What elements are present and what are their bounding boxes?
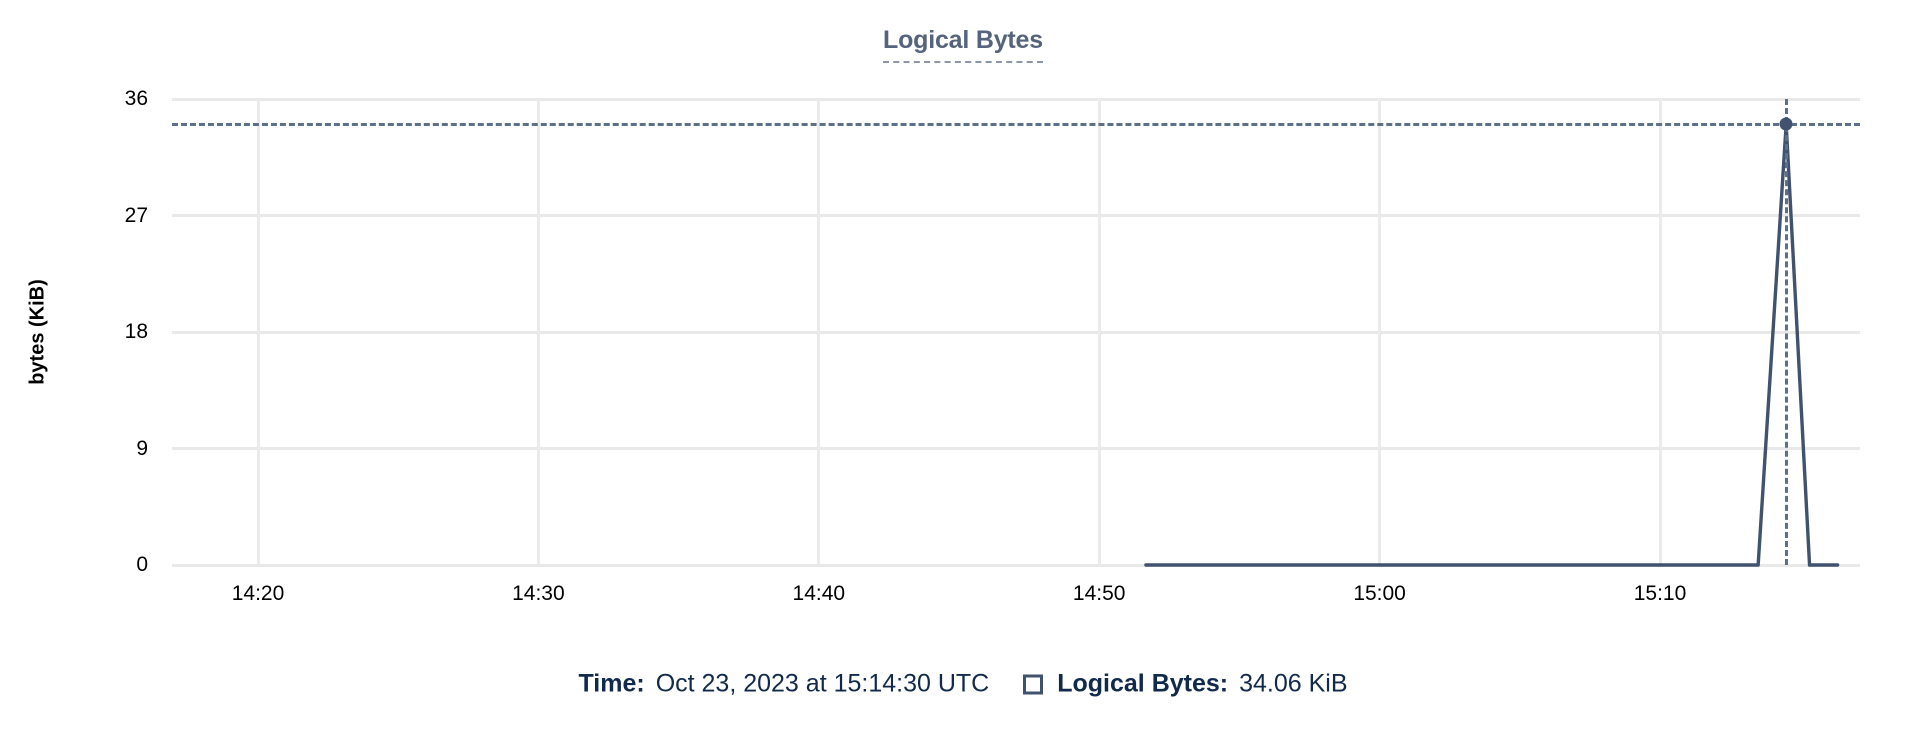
crosshair-horizontal-line (172, 122, 1860, 126)
footer-series-label: Logical Bytes: (1057, 669, 1229, 698)
gridline-horizontal (172, 330, 1860, 334)
legend-swatch-icon[interactable] (1023, 674, 1044, 694)
footer-series-group[interactable]: Logical Bytes: 34.06 KiB (1023, 669, 1348, 699)
gridline-vertical (256, 99, 260, 565)
x-axis-tick-label: 14:40 (792, 582, 846, 605)
footer-time-value: Oct 23, 2023 at 15:14:30 UTC (655, 669, 990, 698)
y-axis-tick-label: 27 (124, 203, 148, 227)
x-axis-tick-label: 14:50 (1072, 582, 1126, 605)
crosshair-vertical-line (1784, 99, 1788, 565)
chart-title: Logical Bytes (0, 26, 1926, 63)
gridline-horizontal (172, 563, 1860, 567)
x-axis-tick-label: 14:20 (231, 582, 285, 605)
gridline-vertical (817, 99, 821, 565)
gridline-horizontal (172, 447, 1860, 450)
y-axis-tick-label: 36 (124, 87, 148, 110)
gridline-horizontal (172, 214, 1860, 217)
hover-point-marker[interactable] (1779, 117, 1793, 131)
x-axis-tick-label: 14:30 (512, 582, 565, 605)
chart-title-text: Logical Bytes (883, 26, 1043, 63)
gridline-horizontal (172, 97, 1860, 101)
gridline-vertical (1378, 99, 1382, 565)
y-axis-tick-label: 18 (124, 320, 148, 343)
plot-area[interactable] (172, 97, 1860, 567)
x-axis-tick-label: 15:10 (1633, 582, 1687, 605)
gridline-vertical (1097, 99, 1101, 565)
footer-series-value: 34.06 KiB (1239, 669, 1348, 698)
series-line-logical-bytes (1144, 122, 1840, 567)
gridline-vertical (536, 99, 540, 565)
gridline-vertical (1658, 99, 1662, 565)
footer-time-label: Time: (578, 669, 645, 698)
chart-footer-tooltip: Time: Oct 23, 2023 at 15:14:30 UTC Logic… (0, 670, 1926, 699)
footer-time-group: Time: Oct 23, 2023 at 15:14:30 UTC (578, 670, 989, 699)
y-axis-tick-label: 0 (136, 553, 148, 576)
y-axis-tick-label: 9 (136, 436, 148, 460)
x-axis-tick-label: 15:00 (1353, 582, 1406, 605)
